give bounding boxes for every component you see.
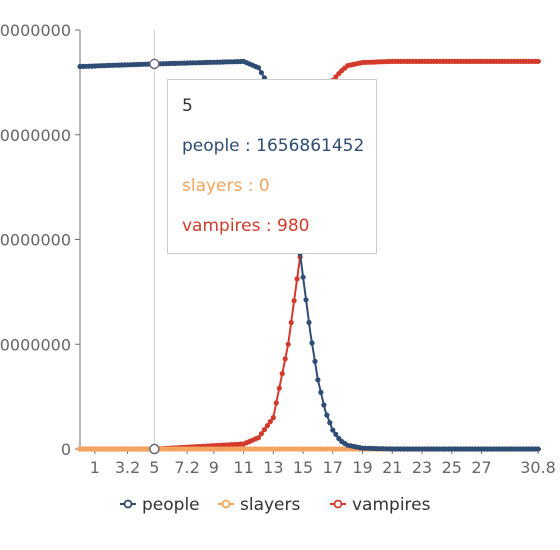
data-point-vampires[interactable] xyxy=(276,385,282,391)
x-tick-label: 11 xyxy=(233,458,253,477)
legend-item-slayers[interactable]: slayers xyxy=(218,495,301,515)
data-point-people[interactable] xyxy=(324,412,330,418)
data-point-people[interactable] xyxy=(535,446,541,452)
x-tick-label: 30.8 xyxy=(520,458,556,477)
x-tick-label: 17 xyxy=(323,458,343,477)
hover-point-people xyxy=(149,58,160,70)
y-tick-label: 2000000000 xyxy=(0,21,71,40)
tooltip-row-people: people : 1656861452 xyxy=(182,136,365,156)
x-tick-label: 7.2 xyxy=(174,458,199,477)
data-point-vampires[interactable] xyxy=(333,74,339,80)
data-point-vampires[interactable] xyxy=(267,419,273,425)
data-point-vampires[interactable] xyxy=(273,400,279,406)
tooltip-title: 5 xyxy=(182,96,193,116)
x-tick-label: 3.2 xyxy=(115,458,140,477)
data-point-people[interactable] xyxy=(318,389,324,395)
hover-point-vampires xyxy=(149,443,160,455)
tooltip-row-slayers: slayers : 0 xyxy=(182,176,270,196)
y-tick-label: 0 xyxy=(61,440,71,459)
data-point-vampires[interactable] xyxy=(264,423,270,429)
x-tick-label: 21 xyxy=(382,458,402,477)
data-point-people[interactable] xyxy=(327,420,333,426)
data-point-vampires[interactable] xyxy=(282,356,288,362)
data-point-vampires[interactable] xyxy=(258,431,264,437)
x-tick-label: 15 xyxy=(293,458,313,477)
x-tick-label: 5 xyxy=(149,458,159,477)
legend-label: slayers xyxy=(240,495,301,515)
legend[interactable]: people slayers vampires xyxy=(120,495,431,515)
x-tick-label: 1 xyxy=(90,458,100,477)
data-point-people[interactable] xyxy=(306,319,312,326)
data-point-vampires[interactable] xyxy=(291,298,297,304)
legend-marker xyxy=(221,499,231,509)
data-point-people[interactable] xyxy=(312,358,318,364)
x-tick-label: 25 xyxy=(442,458,462,477)
legend-marker xyxy=(123,499,133,509)
y-tick-label: 500000000 xyxy=(0,335,71,354)
data-point-vampires[interactable] xyxy=(270,415,276,421)
data-point-vampires[interactable] xyxy=(279,371,285,377)
data-point-people[interactable] xyxy=(309,340,315,346)
data-point-vampires[interactable] xyxy=(261,427,267,433)
data-point-vampires[interactable] xyxy=(255,435,262,441)
data-point-people[interactable] xyxy=(258,70,264,76)
tooltip: 5 people : 1656861452 slayers : 0 vampir… xyxy=(167,79,377,254)
x-tick-label: 9 xyxy=(209,458,219,477)
x-tick-label: 19 xyxy=(352,458,372,477)
series-people[interactable] xyxy=(77,58,541,452)
y-tick-label: 1000000000 xyxy=(0,231,71,250)
legend-item-vampires[interactable]: vampires xyxy=(330,495,431,515)
x-tick-label: 23 xyxy=(412,458,432,477)
data-point-people[interactable] xyxy=(255,65,262,71)
data-point-vampires[interactable] xyxy=(285,341,291,347)
data-point-vampires[interactable] xyxy=(294,276,300,282)
legend-item-people[interactable]: people xyxy=(120,495,200,515)
data-point-vampires[interactable] xyxy=(535,58,541,64)
hover-cursor xyxy=(149,30,160,455)
x-tick-label: 13 xyxy=(263,458,283,477)
legend-label: vampires xyxy=(352,495,431,515)
data-point-people[interactable] xyxy=(333,431,339,437)
data-point-people[interactable] xyxy=(303,297,309,303)
data-point-people[interactable] xyxy=(321,402,327,408)
data-point-vampires[interactable] xyxy=(288,319,294,326)
axes: 2000000000 1500000000 1000000000 500000000 0… xyxy=(0,21,556,477)
x-tick-label: 27 xyxy=(471,458,491,477)
data-point-people[interactable] xyxy=(330,427,336,433)
legend-marker xyxy=(333,499,343,509)
tooltip-row-vampires: vampires : 980 xyxy=(182,216,310,236)
data-point-people[interactable] xyxy=(315,377,321,383)
data-point-people[interactable] xyxy=(300,274,306,280)
y-tick-label: 1500000000 xyxy=(0,126,71,145)
legend-label: people xyxy=(142,495,200,515)
